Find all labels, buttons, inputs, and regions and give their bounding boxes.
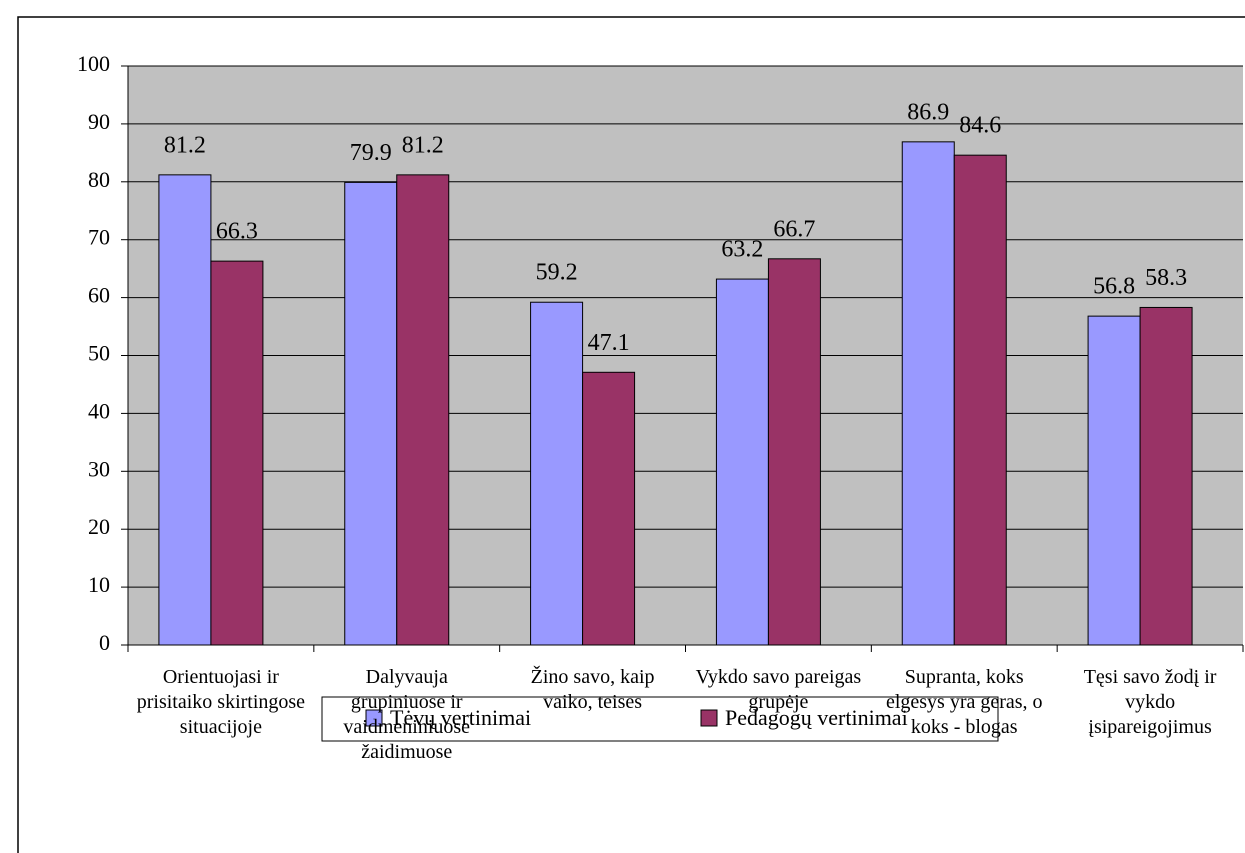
legend-swatch	[365, 709, 383, 727]
y-tick-label: 30	[88, 456, 110, 481]
x-tick-label: Vykdo savo pareigas grupėje	[695, 666, 862, 713]
y-tick-label: 100	[77, 51, 110, 76]
data-label: 59.2	[536, 260, 578, 286]
legend-label: Tėvų vertinimai	[390, 705, 531, 730]
data-label: 86.9	[907, 99, 949, 125]
data-label: 84.6	[959, 113, 1001, 139]
y-tick-label: 90	[88, 109, 110, 134]
y-tick-label: 20	[88, 514, 110, 539]
bar	[1139, 306, 1193, 646]
bar	[582, 371, 636, 646]
y-tick-label: 40	[88, 398, 110, 423]
bar	[1087, 315, 1141, 646]
bar	[901, 141, 955, 646]
data-label: 79.9	[350, 140, 392, 166]
y-tick-label: 50	[88, 341, 110, 366]
legend-label: Pedagogų vertinimai	[725, 705, 908, 730]
bar	[344, 181, 398, 646]
data-label: 56.8	[1093, 274, 1135, 300]
y-tick-label: 0	[99, 630, 110, 655]
bar	[210, 260, 264, 646]
x-tick-label: Orientuojasi ir prisitaiko skirtingose s…	[136, 666, 306, 738]
y-tick-label: 10	[88, 572, 110, 597]
x-tick-label: Žino savo, kaip vaiko, teises	[530, 666, 655, 713]
data-label: 66.3	[216, 219, 258, 245]
data-label: 66.7	[773, 216, 815, 242]
data-label: 58.3	[1145, 265, 1187, 291]
data-label: 81.2	[402, 132, 444, 158]
data-label: 81.2	[164, 132, 206, 158]
legend-swatch	[700, 709, 718, 727]
data-label: 63.2	[721, 237, 763, 263]
data-label: 47.1	[588, 330, 630, 356]
x-tick-label: Tęsi savo žodį ir vykdo įsipareigojimus	[1083, 666, 1217, 738]
y-tick-label: 60	[88, 283, 110, 308]
legend-box	[321, 696, 999, 742]
x-tick-label: Dalyvauja grupiniuose ir vaidmeniniuose …	[343, 666, 471, 763]
bar	[953, 154, 1007, 646]
y-tick-label: 70	[88, 225, 110, 250]
bar	[158, 174, 212, 646]
bar	[530, 301, 584, 646]
bar	[396, 174, 450, 646]
bar	[767, 258, 821, 646]
bar	[715, 278, 769, 646]
y-tick-label: 80	[88, 167, 110, 192]
x-tick-label: Supranta, koks elgesys yra geras, o koks…	[885, 666, 1043, 738]
